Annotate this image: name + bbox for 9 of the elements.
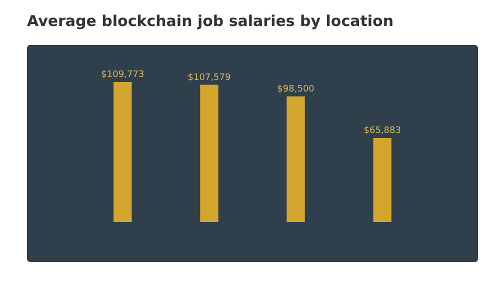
- bar: [373, 138, 392, 222]
- data-label: $109,773: [101, 70, 144, 80]
- bar: [200, 84, 218, 222]
- bar: [114, 82, 132, 222]
- data-label: $65,883: [364, 126, 401, 136]
- bar: [286, 96, 305, 222]
- chart-title: Average blockchain job salaries by location: [27, 12, 394, 30]
- data-label: $98,500: [277, 84, 315, 94]
- data-label: $107,579: [188, 72, 231, 83]
